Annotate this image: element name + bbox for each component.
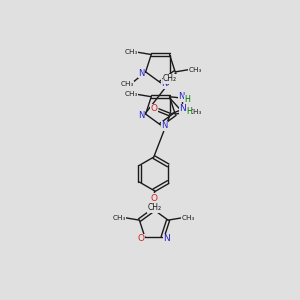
Text: N: N [161, 79, 168, 88]
Text: N: N [138, 68, 145, 77]
Text: CH₂: CH₂ [147, 203, 161, 212]
Text: O: O [137, 234, 144, 243]
Text: CH₃: CH₃ [124, 49, 138, 55]
Text: CH₃: CH₃ [113, 215, 126, 221]
Text: CH₃: CH₃ [182, 215, 195, 221]
Text: O: O [151, 104, 158, 113]
Text: CH₂: CH₂ [163, 74, 177, 83]
Text: O: O [150, 194, 157, 202]
Text: N: N [163, 234, 170, 243]
Text: CH₃: CH₃ [188, 109, 202, 115]
Text: CH₃: CH₃ [188, 67, 202, 73]
Text: N: N [179, 104, 186, 113]
Text: H: H [186, 107, 192, 116]
Text: N: N [178, 92, 185, 101]
Text: CH₃: CH₃ [124, 92, 138, 98]
Text: CH₃: CH₃ [121, 81, 134, 87]
Text: H: H [184, 95, 190, 104]
Text: N: N [138, 111, 145, 120]
Text: N: N [161, 122, 168, 130]
